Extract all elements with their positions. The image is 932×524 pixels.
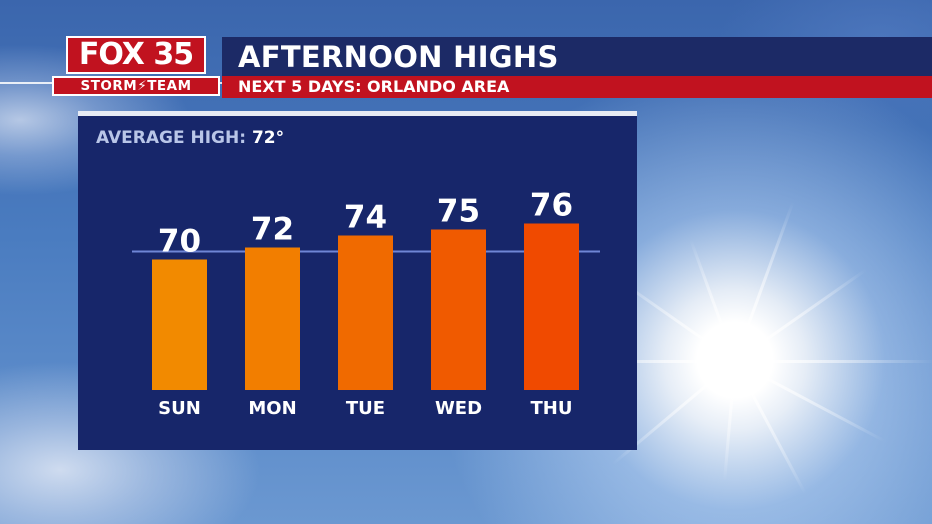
category-label: SUN [158, 398, 201, 419]
chart-panel: AVERAGE HIGH: 72° 70 SUN 72 MON 74 TUE 75 WED 76… [78, 111, 637, 450]
bar-wed [431, 229, 486, 390]
title-bar [222, 37, 932, 76]
bar-chart: 70 SUN 72 MON 74 TUE 75 WED 76 THU [132, 188, 600, 419]
bar-value-label: 70 [158, 224, 201, 260]
category-label: MON [248, 398, 296, 419]
logo-station-badge: FOX 35 [66, 36, 206, 74]
bar-mon [245, 247, 300, 390]
bar-value-label: 75 [437, 194, 480, 230]
average-high-readout: AVERAGE HIGH: 72° [96, 128, 284, 148]
bar-value-label: 72 [251, 212, 294, 248]
station-logo: FOX 35 STORM⚡TEAM [52, 36, 222, 98]
bar-tue [338, 235, 393, 390]
average-high-label: AVERAGE HIGH: [96, 128, 247, 148]
bar-thu [524, 223, 579, 390]
logo-team-text: STORM⚡TEAM [80, 78, 192, 94]
category-label: THU [531, 398, 573, 419]
page-subtitle: NEXT 5 DAYS: ORLANDO AREA [238, 77, 510, 96]
bar-sun [152, 259, 207, 390]
subtitle-bar [222, 76, 932, 98]
sun-ray [735, 360, 932, 363]
category-label: WED [435, 398, 482, 419]
page-title: AFTERNOON HIGHS [238, 40, 559, 74]
bar-value-label: 76 [530, 188, 573, 224]
logo-team-badge: STORM⚡TEAM [52, 76, 220, 96]
logo-station-text: FOX 35 [78, 37, 194, 72]
average-high-value: 72° [251, 128, 285, 148]
category-label: TUE [346, 398, 385, 419]
bar-value-label: 74 [344, 200, 387, 236]
